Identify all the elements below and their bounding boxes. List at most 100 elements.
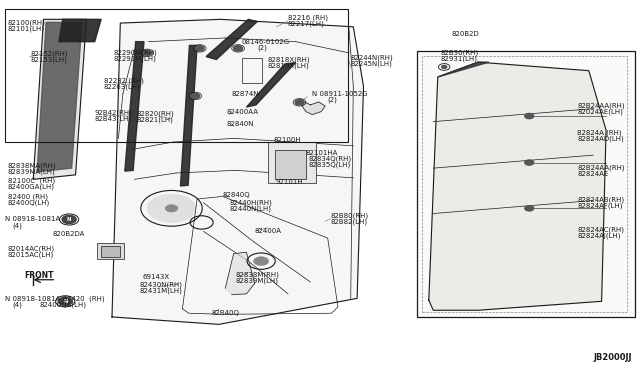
Text: 82101(LH): 82101(LH) <box>8 26 45 32</box>
Text: (2): (2) <box>328 96 337 103</box>
Text: 69143X: 69143X <box>142 274 169 280</box>
Text: 82B40Q: 82B40Q <box>211 310 239 316</box>
Text: 82400GA(LH): 82400GA(LH) <box>8 183 54 190</box>
Polygon shape <box>302 102 325 115</box>
Text: 92B42(RH): 92B42(RH) <box>95 109 132 116</box>
Circle shape <box>195 46 204 51</box>
Text: 82290M(RH): 82290M(RH) <box>114 49 157 56</box>
Bar <box>5 9 348 142</box>
Circle shape <box>525 160 534 165</box>
Circle shape <box>442 65 447 68</box>
Text: 820B2D: 820B2D <box>451 31 479 37</box>
Text: FRONT: FRONT <box>24 271 54 280</box>
Circle shape <box>143 50 152 55</box>
Bar <box>422 56 627 312</box>
Text: N: N <box>67 217 72 222</box>
Text: 82014AC(RH): 82014AC(RH) <box>8 245 55 252</box>
Text: 82824A (RH): 82824A (RH) <box>577 130 622 137</box>
Polygon shape <box>112 19 364 324</box>
Circle shape <box>147 194 196 222</box>
Text: N: N <box>63 299 68 304</box>
Text: 82B24AA(RH): 82B24AA(RH) <box>577 165 625 171</box>
Text: 82834Q(RH): 82834Q(RH) <box>308 156 351 163</box>
Text: 82839MA(LH): 82839MA(LH) <box>8 168 56 175</box>
Text: 82840Q: 82840Q <box>223 192 250 198</box>
Circle shape <box>234 46 243 51</box>
Text: 92101H: 92101H <box>275 179 303 185</box>
Text: 82100C  (RH): 82100C (RH) <box>8 177 55 184</box>
Text: 82835Q(LH): 82835Q(LH) <box>308 162 351 169</box>
Text: 82B24AA(RH): 82B24AA(RH) <box>577 102 625 109</box>
Text: 82820(RH): 82820(RH) <box>137 110 175 117</box>
Polygon shape <box>180 45 197 186</box>
Text: 82B30(RH): 82B30(RH) <box>440 49 479 56</box>
Text: 82217(LH): 82217(LH) <box>288 20 325 27</box>
Circle shape <box>525 206 534 211</box>
Bar <box>242 58 262 83</box>
Text: 82824AC(RH): 82824AC(RH) <box>577 227 624 233</box>
Circle shape <box>58 297 72 305</box>
Text: 82838M(RH): 82838M(RH) <box>236 271 280 278</box>
Text: 82824AE: 82824AE <box>577 171 609 177</box>
Text: 82824AF(LH): 82824AF(LH) <box>577 202 623 209</box>
Text: (4): (4) <box>13 302 22 308</box>
Bar <box>97 243 124 259</box>
Bar <box>268 142 316 183</box>
Polygon shape <box>438 62 489 77</box>
Text: 82B80(RH): 82B80(RH) <box>330 212 369 219</box>
Polygon shape <box>206 19 257 60</box>
Text: 82400 (RH): 82400 (RH) <box>8 194 47 201</box>
Text: (2): (2) <box>257 44 267 51</box>
Polygon shape <box>125 42 144 171</box>
Text: 82839M(LH): 82839M(LH) <box>236 277 278 284</box>
Bar <box>417 51 635 317</box>
Text: N 08918-1081A: N 08918-1081A <box>5 217 60 222</box>
Text: 82282 (RH): 82282 (RH) <box>104 78 143 84</box>
Text: 82100H: 82100H <box>274 137 301 143</box>
Text: 82153(LH): 82153(LH) <box>31 57 68 63</box>
Text: 820B2DA: 820B2DA <box>52 231 85 237</box>
Text: (4): (4) <box>13 222 22 229</box>
Text: 82440N(LH): 82440N(LH) <box>229 205 271 212</box>
Text: JB2000JJ: JB2000JJ <box>594 353 632 362</box>
Circle shape <box>165 205 178 212</box>
Text: 82838MA(RH): 82838MA(RH) <box>8 162 56 169</box>
Text: 82931(LH): 82931(LH) <box>440 55 477 62</box>
Bar <box>101 246 120 257</box>
Text: 82100(RH): 82100(RH) <box>8 20 45 26</box>
Polygon shape <box>37 22 82 172</box>
Text: 82291M(LH): 82291M(LH) <box>114 55 157 62</box>
Text: 82400AA: 82400AA <box>227 109 259 115</box>
Text: 82824AB(RH): 82824AB(RH) <box>577 196 625 203</box>
Circle shape <box>191 93 200 99</box>
Text: N 08918-1081A 82420  (RH): N 08918-1081A 82420 (RH) <box>5 296 105 302</box>
Text: 82245N(LH): 82245N(LH) <box>351 60 392 67</box>
Polygon shape <box>59 19 101 42</box>
Text: 82216 (RH): 82216 (RH) <box>288 15 328 21</box>
Text: N 08911-1052G: N 08911-1052G <box>312 91 368 97</box>
Text: 82819X(LH): 82819X(LH) <box>268 62 309 69</box>
Circle shape <box>253 257 269 266</box>
Bar <box>275 150 306 179</box>
Text: 82824AJ(LH): 82824AJ(LH) <box>577 232 621 239</box>
Text: 82101HA: 82101HA <box>306 150 339 156</box>
Text: 82821(LH): 82821(LH) <box>137 116 174 123</box>
Text: 82B43(LH): 82B43(LH) <box>95 115 132 122</box>
Text: 82874N: 82874N <box>232 91 259 97</box>
Polygon shape <box>33 19 86 179</box>
Circle shape <box>62 215 76 224</box>
Text: 82244N(RH): 82244N(RH) <box>351 54 394 61</box>
Text: 82263(LH): 82263(LH) <box>104 84 141 90</box>
Text: 82152(RH): 82152(RH) <box>31 51 68 57</box>
Text: 82B82(LH): 82B82(LH) <box>330 218 367 225</box>
Text: 82818X(RH): 82818X(RH) <box>268 56 310 63</box>
Text: 82440H(RH): 82440H(RH) <box>229 199 272 206</box>
Polygon shape <box>225 252 255 295</box>
Text: 82824AD(LH): 82824AD(LH) <box>577 136 624 142</box>
Text: 08146-6102G: 08146-6102G <box>242 39 290 45</box>
Text: 82024AE(LH): 82024AE(LH) <box>577 108 623 115</box>
Text: 82400QA(LH): 82400QA(LH) <box>40 302 86 308</box>
Circle shape <box>525 113 534 119</box>
Circle shape <box>295 100 304 105</box>
Polygon shape <box>429 62 606 310</box>
